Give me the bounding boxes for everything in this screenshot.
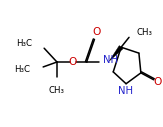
Text: H₃C: H₃C bbox=[14, 65, 30, 74]
Text: CH₃: CH₃ bbox=[49, 86, 65, 95]
Text: NH: NH bbox=[103, 55, 118, 65]
Text: CH₃: CH₃ bbox=[137, 28, 153, 37]
Text: NH: NH bbox=[118, 86, 133, 96]
Text: O: O bbox=[154, 77, 162, 87]
Text: H₃C: H₃C bbox=[16, 39, 32, 48]
Text: O: O bbox=[92, 27, 101, 37]
Text: O: O bbox=[69, 57, 77, 67]
Polygon shape bbox=[109, 46, 123, 61]
